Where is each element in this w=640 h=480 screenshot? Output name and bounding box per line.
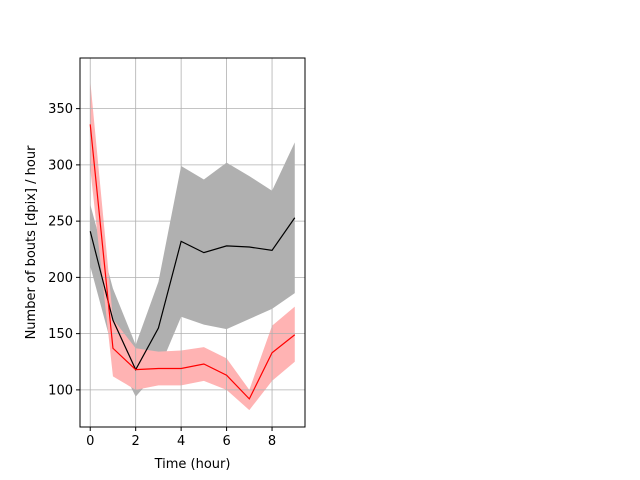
series-1-band [90, 80, 295, 411]
x-tick-label: 4 [177, 434, 185, 449]
y-tick-label: 300 [48, 158, 73, 173]
series-lines [89, 124, 296, 400]
series-1-line [89, 124, 296, 400]
y-tick-label: 250 [48, 215, 73, 230]
y-tick-label: 100 [48, 383, 73, 398]
series-0-band [90, 142, 295, 397]
x-axis-label: Time (hour) [154, 457, 231, 472]
x-tick-label: 8 [268, 434, 276, 449]
y-tick-label: 200 [48, 271, 73, 286]
y-tick-label: 150 [48, 327, 73, 342]
x-axis-ticks: 0 2 4 6 8 [86, 427, 276, 449]
plot-frame [79, 57, 306, 428]
x-tick-label: 2 [132, 434, 140, 449]
y-axis-ticks: 100 150 200 250 300 350 [48, 102, 80, 398]
series-0-line [89, 217, 296, 371]
y-tick-label: 350 [48, 102, 73, 117]
x-tick-label: 6 [222, 434, 230, 449]
confidence-bands [90, 80, 295, 411]
x-tick-label: 0 [86, 434, 94, 449]
grid-lines [80, 58, 305, 427]
y-axis-label: Number of bouts [dpix] / hour [24, 145, 39, 339]
